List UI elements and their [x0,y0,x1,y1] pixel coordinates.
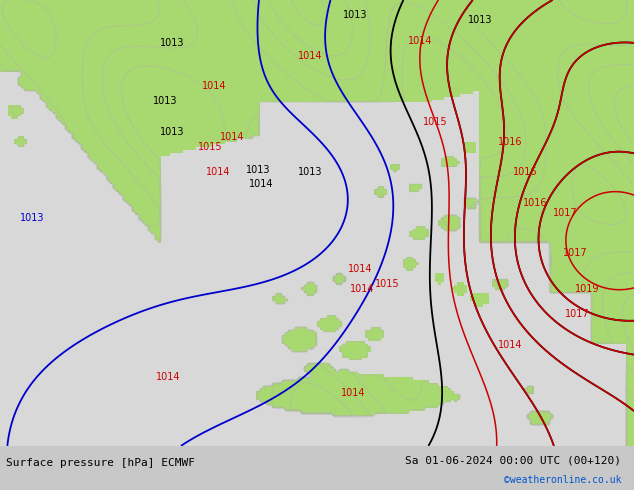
Text: 1014: 1014 [340,388,365,398]
Text: Surface pressure [hPa] ECMWF: Surface pressure [hPa] ECMWF [6,458,195,467]
Text: 1013: 1013 [160,38,184,48]
Text: 1014: 1014 [350,284,374,294]
Text: 1014: 1014 [202,81,226,91]
Text: 1017: 1017 [565,309,590,319]
Text: 1014: 1014 [408,36,432,46]
Text: 1019: 1019 [575,284,599,294]
Text: 1014: 1014 [220,132,244,142]
Text: 1014: 1014 [156,372,180,382]
Text: 1016: 1016 [498,137,522,147]
Text: 1014: 1014 [498,340,522,349]
Text: 1014: 1014 [348,264,372,273]
Text: 1013: 1013 [20,213,44,223]
Text: ©weatheronline.co.uk: ©weatheronline.co.uk [504,475,621,485]
Text: 1014: 1014 [298,51,322,61]
Text: 1013: 1013 [160,127,184,137]
Text: 1015: 1015 [375,279,399,289]
Text: 1013: 1013 [343,10,367,20]
Text: 1017: 1017 [563,248,587,258]
Text: Sa 01-06-2024 00:00 UTC (00+120): Sa 01-06-2024 00:00 UTC (00+120) [405,455,621,465]
Text: 1013: 1013 [468,15,492,25]
Text: 1016: 1016 [513,167,537,177]
Text: 1015: 1015 [423,117,448,126]
Text: 1014: 1014 [206,167,230,177]
Text: 1015: 1015 [198,142,223,152]
Text: 1016: 1016 [523,197,547,208]
Text: 1013: 1013 [153,97,178,106]
Text: 1017: 1017 [553,208,578,218]
Text: 1013: 1013 [246,165,270,175]
Text: 1013: 1013 [298,167,322,177]
Text: 1014: 1014 [249,179,273,190]
